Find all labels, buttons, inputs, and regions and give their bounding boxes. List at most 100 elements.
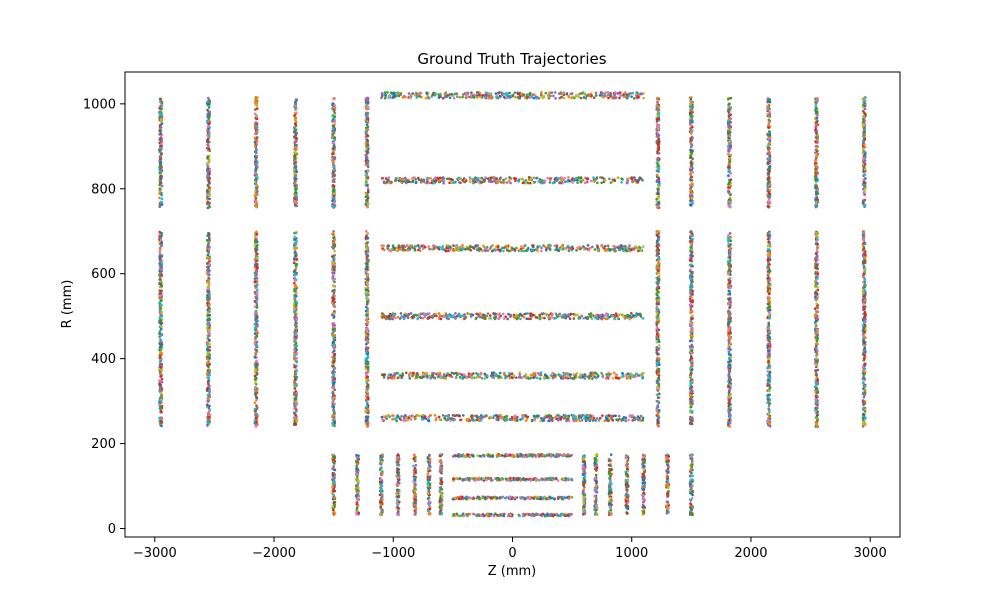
hit-point (498, 371, 502, 375)
hit-point (665, 469, 668, 473)
hit-point (586, 244, 590, 247)
hit-point (415, 96, 419, 99)
hit-point (590, 317, 594, 321)
hit-point (627, 418, 630, 422)
hit-point (576, 313, 579, 317)
hit-point (636, 92, 640, 95)
hit-point (578, 245, 582, 249)
hit-point (605, 248, 608, 252)
hit-point (579, 92, 582, 95)
hit-point (505, 181, 509, 184)
hit-point (515, 313, 518, 317)
hit-point (612, 414, 615, 418)
hit-point (565, 92, 569, 96)
hit-point (437, 312, 441, 315)
hit-point (419, 312, 423, 316)
hit-point (545, 454, 548, 458)
hit-point (605, 94, 608, 98)
hit-point (421, 247, 425, 250)
hit-point (565, 376, 568, 380)
hit-point (402, 315, 406, 319)
hit-point (386, 315, 389, 319)
hit-point (533, 374, 537, 377)
hit-point (492, 312, 495, 315)
hit-point (414, 470, 417, 474)
hit-point (528, 181, 532, 185)
hit-point (546, 246, 550, 250)
hit-point (356, 468, 359, 471)
hit-point (563, 180, 567, 184)
hit-point (420, 244, 424, 248)
hit-point (333, 366, 337, 370)
hit-point (475, 496, 479, 500)
hit-point (426, 457, 430, 460)
hit-point (420, 418, 424, 421)
hit-point (642, 475, 646, 478)
hit-point (491, 454, 494, 458)
hit-point (579, 416, 583, 419)
hit-point (656, 329, 659, 333)
hit-point (588, 377, 591, 380)
hit-point (528, 513, 532, 517)
hit-point (468, 419, 472, 422)
hit-point (522, 93, 526, 97)
hit-point (508, 376, 512, 380)
hit-point (494, 249, 497, 252)
hit-point (332, 273, 335, 276)
hit-point (598, 94, 602, 97)
hit-point (656, 393, 660, 396)
hit-point (366, 385, 370, 389)
hit-point (655, 340, 659, 344)
hit-point (485, 478, 488, 482)
hit-point (521, 413, 524, 417)
hit-point (364, 250, 368, 253)
hit-point (417, 176, 420, 180)
hit-point (356, 491, 360, 494)
hit-point (492, 513, 496, 517)
hit-point (472, 181, 475, 185)
hit-point (614, 249, 617, 253)
hit-point (514, 96, 517, 99)
hit-point (539, 497, 542, 501)
hit-point (629, 92, 632, 95)
hit-point (364, 394, 368, 398)
hit-point (607, 491, 611, 494)
hit-point (566, 417, 570, 421)
hit-point (452, 512, 456, 516)
hit-point (504, 376, 507, 380)
hit-point (637, 313, 640, 316)
hit-point (595, 317, 599, 321)
hit-point (547, 91, 551, 95)
hit-point (443, 92, 447, 96)
hit-point (494, 92, 498, 95)
hit-point (450, 417, 453, 420)
hit-point (418, 246, 422, 250)
hit-point (561, 313, 565, 317)
hit-point (594, 485, 598, 488)
hit-point (551, 514, 555, 518)
hit-point (428, 460, 432, 464)
hit-point (433, 92, 437, 96)
hit-point (622, 375, 625, 378)
hit-point (366, 365, 370, 369)
hit-point (621, 314, 624, 317)
hit-point (440, 512, 444, 516)
chart-points (158, 91, 867, 518)
hit-point (564, 479, 567, 482)
hit-point (406, 180, 409, 183)
hit-point (642, 498, 646, 501)
hit-point (635, 312, 638, 315)
hit-point (486, 312, 490, 315)
hit-point (605, 373, 608, 376)
hit-point (529, 479, 533, 482)
hit-point (609, 94, 612, 98)
hit-point (641, 375, 645, 378)
hit-point (595, 452, 599, 456)
hit-point (606, 244, 610, 248)
hit-point (613, 178, 616, 182)
hit-point (494, 374, 498, 377)
hit-point (691, 453, 694, 456)
hit-point (612, 96, 615, 100)
hit-point (383, 91, 387, 94)
hit-point (567, 419, 571, 423)
